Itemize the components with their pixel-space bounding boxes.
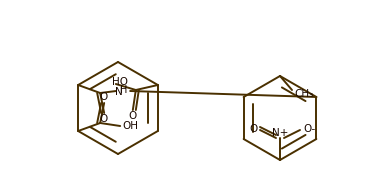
Text: N+: N+ [272,128,288,138]
Text: O: O [249,124,257,134]
Text: O-: O- [304,124,316,134]
Text: N: N [115,87,123,97]
Text: O: O [129,111,137,121]
Text: CH₃: CH₃ [294,89,314,99]
Text: OH: OH [122,121,138,131]
Text: O: O [99,114,107,124]
Text: O: O [99,92,107,102]
Text: H: H [120,85,128,95]
Text: HO: HO [112,77,128,87]
